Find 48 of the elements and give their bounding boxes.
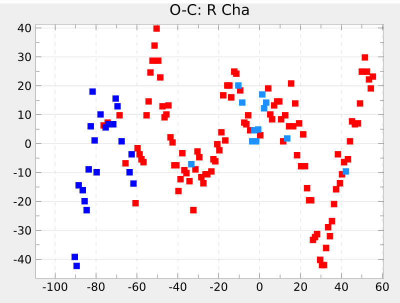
point [75,182,82,188]
point [80,186,86,194]
point [259,91,266,98]
y-tick-label: 0 [25,139,31,148]
x-tick-label: 20 [294,282,307,291]
point [81,198,88,204]
point [254,126,262,132]
y-tick-label: 40 [18,23,31,32]
point [284,135,290,142]
point [126,168,133,176]
point [188,160,195,168]
x-tick-label: 40 [334,282,348,291]
point [85,166,92,172]
chart-title: O-C: R Cha [170,4,249,15]
point [130,180,137,187]
y-tick-label: -30 [14,226,31,234]
y-tick-label: 20 [18,81,31,90]
x-tick-label: -20 [210,282,228,291]
point [72,254,78,260]
x-tick-label: 60 [376,282,389,291]
y-tick-label: 30 [18,52,31,61]
x-tick-label: -100 [42,282,68,291]
point [118,138,125,144]
y-tick-label: -10 [14,168,31,177]
point [342,168,350,174]
point [128,150,135,158]
point [89,88,96,95]
point [262,99,270,106]
y-tick-label: -20 [14,196,31,206]
point [91,137,98,144]
x-tick-label: -40 [169,282,186,291]
point [73,262,80,269]
point [112,95,119,102]
point [83,206,90,214]
y-tick-label: 10 [18,110,31,119]
point [252,138,260,144]
point [260,104,268,112]
x-tick-label: 0 [256,282,262,291]
x-tick-label: -60 [128,282,146,291]
point [110,120,116,128]
point [235,82,242,88]
point [93,168,100,176]
point [114,102,121,110]
x-tick-label: -80 [87,282,105,291]
point [97,111,104,118]
point [239,99,246,106]
y-tick-label: -40 [14,254,31,264]
point [88,122,94,130]
